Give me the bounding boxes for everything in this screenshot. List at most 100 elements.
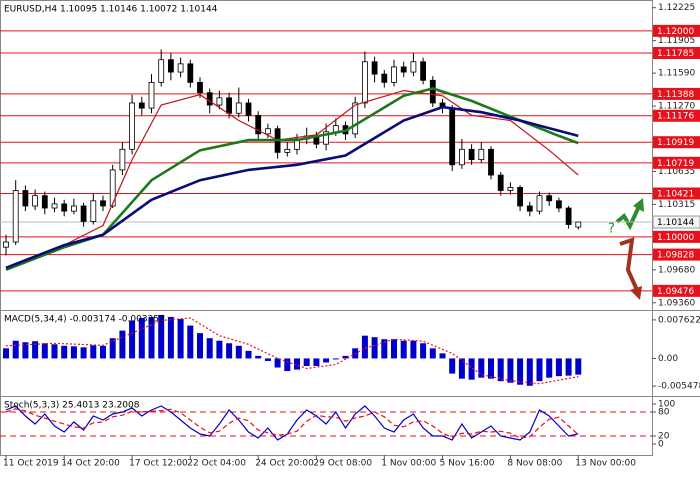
histogram-bar [12, 340, 19, 359]
histogram-bar [410, 340, 417, 359]
histogram-bar [167, 316, 174, 359]
candle-body [187, 63, 194, 83]
candle-body [575, 221, 582, 228]
indicator-line [5, 408, 579, 439]
candle-body [410, 61, 417, 73]
indicator-line [5, 317, 579, 385]
histogram-bar [51, 344, 58, 359]
candle-body [177, 63, 184, 73]
level-label: 1.11388 [657, 90, 694, 100]
histogram-bar [458, 358, 465, 379]
x-tick-label: 1 Nov 00:00 [381, 459, 436, 469]
candle-body [197, 81, 203, 94]
histogram-bar [332, 358, 339, 360]
x-tick-label: 22 Oct 04:00 [187, 459, 246, 469]
x-tick-label: 24 Oct 20:00 [255, 459, 314, 469]
histogram-bar [517, 358, 524, 385]
candle-body [536, 195, 543, 212]
indicator-line [5, 105, 579, 270]
histogram-bar [449, 358, 456, 374]
histogram-bar [565, 358, 572, 376]
candle-body [80, 205, 87, 222]
level-label: 1.11176 [657, 112, 694, 122]
histogram-bar [235, 345, 242, 359]
level-label: 1.10919 [657, 138, 694, 148]
histogram-bar [129, 320, 136, 359]
y-tick-label: -0.005478 [658, 382, 700, 392]
histogram-bar [371, 337, 378, 359]
level-label-box [653, 136, 700, 149]
x-tick-label: 5 Nov 16:00 [440, 459, 495, 469]
level-label: 1.12000 [657, 27, 694, 37]
histogram-bar [400, 340, 407, 359]
candle-body [556, 200, 562, 209]
y-tick-label: 80 [658, 408, 670, 418]
histogram-bar [158, 314, 165, 359]
indicator-line [5, 89, 579, 269]
y-tick-label: 1.09360 [658, 298, 695, 308]
histogram-bar [342, 355, 349, 359]
histogram-bar [245, 350, 252, 359]
candle-body [478, 148, 485, 161]
candle-body [517, 187, 523, 207]
candle-body [565, 207, 572, 225]
level-label-box [653, 230, 700, 243]
candle-body [90, 200, 97, 222]
y-tick-label: 20 [658, 432, 670, 442]
x-tick-label: 11 Oct 2019 [3, 459, 59, 469]
histogram-bar [507, 358, 514, 383]
level-label: 1.10421 [657, 190, 694, 200]
candle-body [420, 61, 427, 81]
histogram-bar [536, 358, 543, 382]
down-arrow-head [630, 286, 642, 300]
histogram-bar [294, 358, 300, 370]
level-label: 1.10719 [657, 159, 694, 169]
y-tick-label: 1.11905 [658, 36, 695, 46]
x-tick-label: 17 Oct 12:00 [129, 459, 188, 469]
level-label-box [653, 109, 700, 122]
candle-body [449, 107, 456, 166]
histogram-bar [313, 358, 320, 367]
up-arrow-head [633, 198, 644, 212]
panel-title: MACD(5,34,4) -0.003174 -0.003352 [4, 315, 165, 325]
histogram-bar [381, 339, 388, 359]
histogram-bar [391, 339, 397, 359]
current-price-label: 1.10144 [657, 218, 694, 228]
candle-body [129, 102, 136, 150]
histogram-bar [575, 358, 582, 375]
candle-body [235, 102, 242, 114]
histogram-bar [148, 316, 155, 359]
histogram-bar [555, 358, 562, 377]
candle-body [371, 61, 378, 75]
candle-body [488, 148, 494, 176]
level-label: 1.11785 [657, 49, 694, 59]
candle-body [61, 203, 68, 212]
candle-body [245, 102, 252, 116]
candle-body [352, 102, 359, 135]
candle-body [51, 203, 58, 209]
candle-body [546, 195, 553, 202]
candle-body [119, 148, 126, 171]
level-label: 1.10000 [657, 233, 694, 243]
histogram-bar [429, 348, 436, 359]
candle-body [22, 190, 29, 207]
histogram-bar [284, 358, 291, 372]
level-label-box [653, 24, 700, 37]
candle-body [41, 195, 48, 209]
x-tick-label: 29 Oct 08:00 [313, 459, 372, 469]
panel-title: EURUSD,H4 1.10095 1.10146 1.10072 1.1014… [4, 5, 218, 15]
candle-body [255, 114, 262, 135]
candle-body [206, 92, 213, 106]
y-tick-label: 0.007622 [658, 315, 700, 325]
histogram-bar [80, 347, 87, 359]
histogram-bar [90, 345, 97, 359]
y-tick-label: 1.09680 [658, 265, 695, 275]
candle-body [158, 59, 165, 83]
y-tick-label: 100 [658, 400, 675, 410]
histogram-bar [119, 330, 126, 359]
histogram-bar [187, 325, 194, 359]
x-tick-label: 14 Oct 20:00 [61, 459, 120, 469]
candle-body [167, 59, 174, 73]
